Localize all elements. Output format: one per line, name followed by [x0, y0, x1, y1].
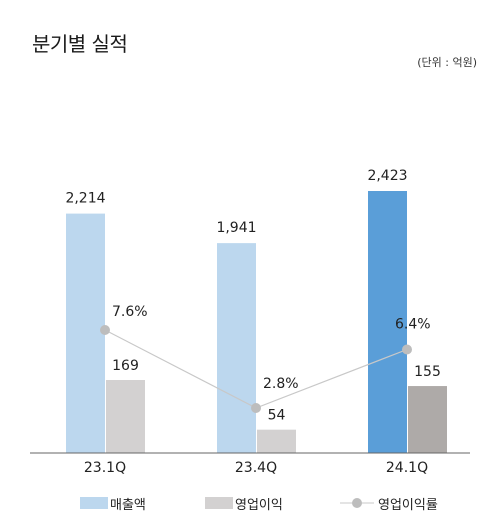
- op-income-value-label: 54: [268, 408, 286, 424]
- legend-label-revenue: 매출액: [110, 497, 146, 513]
- legend-label-op-margin: 영업이익률: [378, 497, 438, 513]
- revenue-value-label: 1,941: [216, 220, 256, 236]
- op-margin-value-label: 2.8%: [263, 376, 299, 392]
- x-tick-label: 24.1Q: [386, 460, 428, 476]
- chart-title: 분기별 실적: [32, 32, 128, 56]
- x-tick-label: 23.4Q: [235, 460, 277, 476]
- chart-legend: 매출액 영업이익 영업이익률: [0, 492, 492, 514]
- op-income-bar: [408, 386, 447, 453]
- legend-swatch-op-income: [205, 497, 233, 509]
- op-margin-value-label: 7.6%: [112, 304, 148, 320]
- op-margin-point: [402, 344, 412, 355]
- legend-label-op-income: 영업이익: [235, 497, 283, 513]
- op-income-value-label: 155: [414, 364, 441, 380]
- revenue-bar: [66, 213, 105, 453]
- legend-item-op-income: 영업이익: [205, 492, 283, 514]
- op-margin-value-label: 6.4%: [395, 317, 431, 333]
- revenue-bar: [368, 191, 407, 453]
- legend-swatch-revenue: [80, 497, 108, 509]
- legend-item-op-margin: 영업이익률: [340, 492, 438, 514]
- x-tick-label: 23.1Q: [84, 460, 126, 476]
- revenue-bar: [217, 243, 256, 453]
- op-income-bar: [106, 380, 145, 453]
- chart-plot-area: 2,214 169 23.1Q 1,941 54 23.4Q 2,423 155 24.1Q 7.…: [30, 168, 470, 476]
- op-income-value-label: 169: [112, 358, 139, 374]
- legend-marker-op-margin: [340, 498, 374, 508]
- op-margin-point: [251, 403, 261, 413]
- legend-item-revenue: 매출액: [80, 492, 146, 514]
- revenue-value-label: 2,423: [367, 168, 407, 184]
- op-margin-point: [100, 325, 110, 335]
- op-income-bar: [257, 429, 296, 453]
- unit-label: (단위 : 억원): [417, 56, 477, 69]
- revenue-value-label: 2,214: [65, 191, 105, 207]
